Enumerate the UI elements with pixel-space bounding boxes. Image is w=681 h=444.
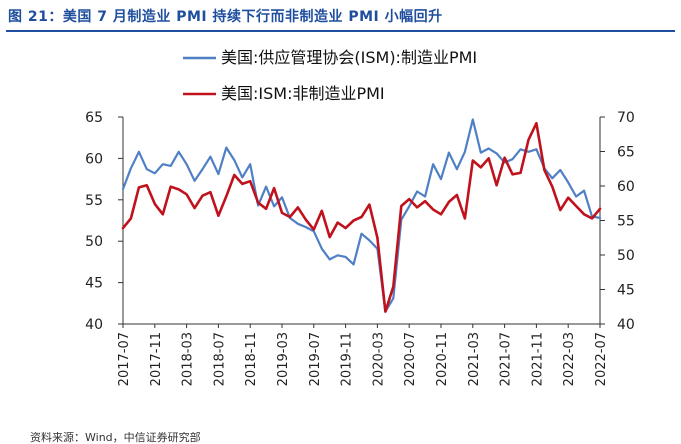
- x-tick-label: 2021-03: [467, 332, 482, 386]
- right-y-tick-label: 65: [617, 145, 635, 161]
- left-y-tick-label: 60: [85, 151, 103, 167]
- figure-title: 图 21：美国 7 月制造业 PMI 持续下行而非制造业 PMI 小幅回升: [8, 9, 443, 25]
- left-y-tick-label: 55: [85, 193, 103, 209]
- x-tick-label: 2018-03: [181, 332, 196, 386]
- right-y-tick-label: 40: [617, 317, 635, 333]
- x-tick-label: 2020-11: [435, 332, 450, 386]
- right-y-tick-label: 55: [617, 214, 635, 230]
- title-rule: [6, 30, 675, 32]
- left-y-tick-label: 45: [85, 276, 103, 292]
- right-y-tick-label: 70: [617, 110, 635, 126]
- series-line-non-manufacturing: [121, 121, 602, 313]
- legend-label-non-manufacturing: 美国:ISM:非制造业PMI: [221, 84, 385, 103]
- chart-lines: [121, 118, 602, 313]
- x-tick-label: 2021-11: [530, 332, 545, 386]
- legend-label-manufacturing: 美国:供应管理协会(ISM):制造业PMI: [221, 48, 477, 67]
- x-tick-label: 2017-11: [149, 332, 164, 386]
- x-tick-label: 2017-07: [117, 332, 132, 386]
- x-tick-label: 2018-07: [212, 332, 227, 386]
- right-y-tick-label: 50: [617, 248, 635, 264]
- chart-legend: 美国:供应管理协会(ISM):制造业PMI 美国:ISM:非制造业PMI: [183, 48, 477, 103]
- series-line-manufacturing: [121, 118, 602, 313]
- x-tick-label: 2019-07: [308, 332, 323, 386]
- x-tick-label: 2022-03: [562, 332, 577, 386]
- right-y-tick-label: 60: [617, 179, 635, 195]
- x-tick-label: 2019-03: [276, 332, 291, 386]
- x-tick-label: 2020-03: [371, 332, 386, 386]
- chart-axes: 40 45 50 55 60 65 40 45 50 55 60 65 70 2017-07 2017-11…: [85, 110, 635, 386]
- left-y-tick-label: 65: [85, 110, 103, 126]
- x-tick-label: 2018-11: [244, 332, 259, 386]
- x-tick-label: 2022-07: [594, 332, 609, 386]
- left-y-tick-label: 50: [85, 234, 103, 250]
- left-y-tick-label: 40: [85, 317, 103, 333]
- x-tick-label: 2019-11: [340, 332, 355, 386]
- source-note: 资料来源：Wind，中信证券研究部: [30, 432, 201, 444]
- x-tick-label: 2021-07: [499, 332, 514, 386]
- x-tick-label: 2020-07: [403, 332, 418, 386]
- right-y-tick-label: 45: [617, 283, 635, 299]
